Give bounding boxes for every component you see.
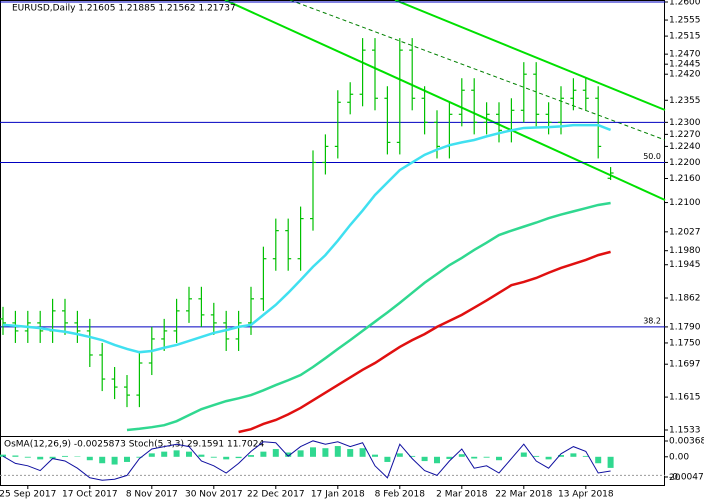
osma-bar bbox=[235, 456, 242, 459]
y-tick-label: 1.2200 bbox=[669, 158, 701, 168]
osma-bar bbox=[223, 456, 230, 460]
y-tick-label: 1.2555 bbox=[669, 16, 701, 26]
osma-bar bbox=[545, 456, 552, 460]
osma-bar bbox=[173, 450, 180, 457]
y-tick-label: 1.2300 bbox=[669, 118, 701, 128]
moving-average bbox=[238, 250, 611, 434]
y-tick-label: 1.2515 bbox=[669, 32, 701, 42]
osma-bar bbox=[322, 448, 329, 457]
osma-bar bbox=[248, 455, 254, 457]
osma-bar bbox=[24, 456, 31, 458]
osma-bar bbox=[12, 455, 19, 457]
osma-bar bbox=[458, 454, 465, 457]
osma-bar bbox=[0, 454, 6, 457]
osma-bar bbox=[99, 456, 106, 464]
y-tick-label: 1.2600 bbox=[669, 0, 701, 8]
osma-bar bbox=[409, 455, 416, 457]
x-tick-label: 22 Mar 2018 bbox=[495, 490, 552, 500]
osma-bar bbox=[124, 456, 130, 462]
channel-mid bbox=[289, 0, 666, 141]
y-tick-label: 1.1980 bbox=[669, 246, 701, 256]
y-tick-label: 1.1533 bbox=[669, 425, 701, 435]
osma-bar bbox=[297, 450, 304, 457]
x-tick-label: 17 Jan 2018 bbox=[311, 490, 365, 500]
osma-tick-label: 0.00 bbox=[669, 452, 689, 462]
osma-bar bbox=[347, 449, 354, 457]
y-tick-label: 1.2270 bbox=[669, 130, 701, 140]
indicator-title: OsMA(12,26,9) -0.0025873 Stoch(5,3,3) 29… bbox=[4, 440, 264, 450]
x-tick-label: 8 Nov 2017 bbox=[126, 490, 178, 500]
osma-bar bbox=[396, 453, 403, 457]
osma-bar bbox=[434, 456, 440, 464]
x-tick-label: 30 Nov 2017 bbox=[185, 490, 243, 500]
osma-bar bbox=[210, 456, 217, 458]
osma-bar bbox=[148, 453, 155, 457]
osma-bar bbox=[595, 456, 602, 464]
plot-frame bbox=[0, 0, 665, 486]
channel-upper bbox=[394, 0, 666, 111]
osma-bar bbox=[384, 456, 391, 462]
trend-lines bbox=[224, 0, 666, 201]
osma-bar bbox=[533, 455, 540, 457]
osma-bar bbox=[310, 447, 316, 457]
osma-bar bbox=[446, 456, 453, 459]
y-tick-label: 1.2470 bbox=[669, 50, 701, 60]
fib-label: 38.2 bbox=[643, 316, 661, 325]
y-tick-label: 1.1945 bbox=[669, 260, 701, 270]
osma-bar bbox=[471, 456, 478, 459]
x-tick-label: 8 Feb 2018 bbox=[375, 490, 426, 500]
x-tick-label: 22 Dec 2017 bbox=[247, 490, 305, 500]
osma-bar bbox=[37, 456, 44, 460]
y-tick-label: 1.1750 bbox=[669, 338, 701, 348]
osma-bar bbox=[272, 449, 279, 457]
osma-bar bbox=[372, 454, 378, 457]
osma-bar bbox=[483, 456, 490, 458]
osma-bar bbox=[111, 456, 118, 465]
osma-bar bbox=[161, 451, 168, 457]
channel-lower bbox=[224, 0, 666, 201]
osma-bar bbox=[607, 456, 614, 468]
osma-bar bbox=[570, 453, 577, 457]
osma-bar bbox=[86, 456, 93, 461]
moving-average bbox=[2, 123, 612, 354]
fib-label: 50.0 bbox=[643, 152, 661, 161]
osma-tick-label: -0.004702 bbox=[669, 472, 704, 482]
osma-bar bbox=[62, 455, 68, 457]
osma-bar bbox=[558, 455, 564, 457]
y-tick-label: 1.2445 bbox=[669, 60, 701, 70]
osma-bar bbox=[582, 455, 589, 457]
y-tick-label: 1.2027 bbox=[669, 227, 701, 237]
y-tick-label: 1.1862 bbox=[669, 294, 701, 304]
x-tick-label: 2 Mar 2018 bbox=[436, 490, 488, 500]
y-tick-label: 1.2100 bbox=[669, 198, 701, 208]
osma-bar bbox=[421, 456, 428, 462]
osma-bar bbox=[359, 448, 366, 457]
stoch-tick-label: 20 bbox=[669, 473, 681, 483]
osma-bar bbox=[334, 446, 341, 457]
y-tick-label: 1.2420 bbox=[669, 70, 701, 80]
osma-bar bbox=[136, 456, 143, 458]
y-tick-label: 1.1790 bbox=[669, 322, 701, 332]
osma-bar bbox=[520, 452, 527, 457]
osma-bar bbox=[49, 456, 56, 459]
x-tick-label: 13 Apr 2018 bbox=[558, 490, 614, 500]
moving-average bbox=[126, 201, 611, 432]
y-tick-label: 1.1615 bbox=[669, 393, 701, 403]
x-tick-label: 25 Sep 2017 bbox=[0, 490, 56, 500]
chart-title: EURUSD,Daily 1.21605 1.21885 1.21562 1.2… bbox=[12, 4, 236, 14]
y-tick-label: 1.2355 bbox=[669, 96, 701, 106]
y-tick-label: 1.1697 bbox=[669, 360, 701, 370]
osma-bar bbox=[186, 451, 192, 457]
osma-bar bbox=[198, 454, 205, 457]
y-tick-label: 1.2160 bbox=[669, 174, 701, 184]
osma-bar bbox=[285, 452, 292, 457]
y-tick-label: 1.2240 bbox=[669, 142, 701, 152]
osma-bar bbox=[260, 451, 267, 457]
stoch-line bbox=[2, 440, 611, 481]
x-tick-label: 17 Oct 2017 bbox=[62, 490, 118, 500]
osma-bar bbox=[496, 456, 502, 461]
